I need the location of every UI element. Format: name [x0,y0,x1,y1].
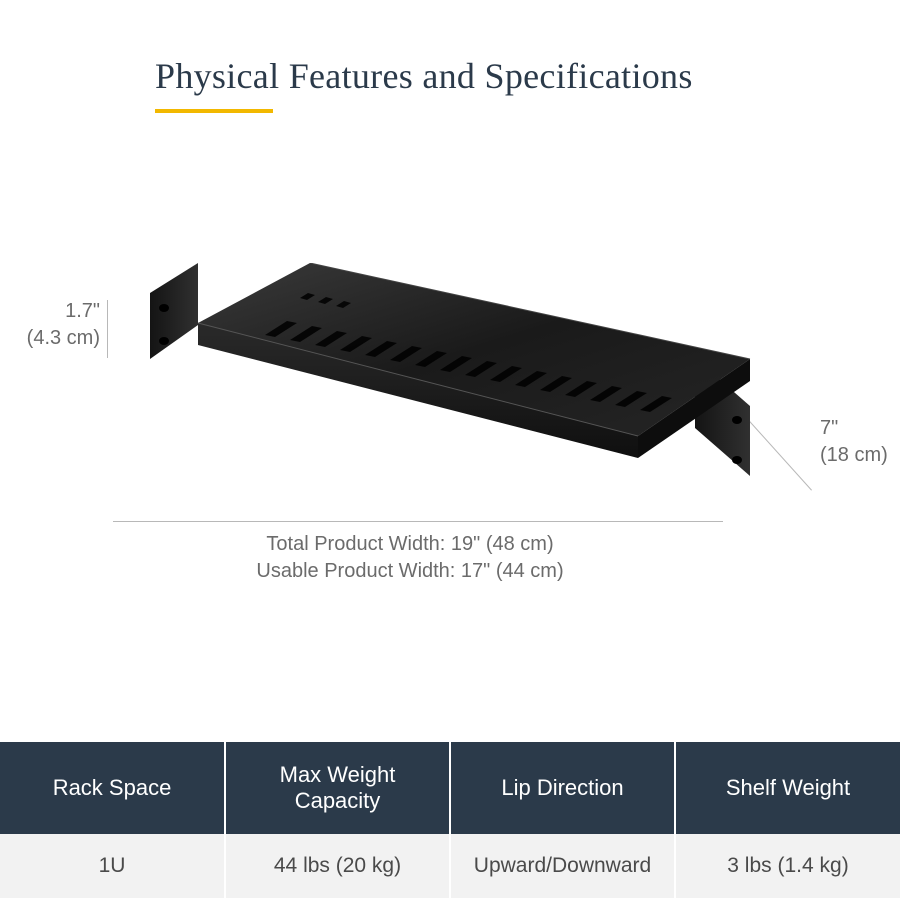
product-shelf-illustration [150,263,770,523]
cell-rackspace: 1U [0,834,225,899]
page-title: Physical Features and Specifications [155,55,900,97]
spec-table-container: Rack Space Max Weight Capacity Lip Direc… [0,742,900,900]
dim-width-total: Total Product Width: 19" (48 cm) [266,533,553,555]
dim-label-depth: 7" (18 cm) [820,415,900,469]
cell-maxweight: 44 lbs (20 kg) [225,834,450,899]
table-header-row: Rack Space Max Weight Capacity Lip Direc… [0,742,900,834]
cell-lipdirection: Upward/Downward [450,834,675,899]
dim-line-height [107,300,108,358]
dim-depth-in: 7" [820,417,838,439]
col-header-maxweight: Max Weight Capacity [225,742,450,834]
cell-shelfweight: 3 lbs (1.4 kg) [675,834,900,899]
product-diagram: 1.7" (4.3 cm) Total Product Width: 19" (… [0,113,900,713]
dim-height-in: 1.7" [65,300,100,322]
title-area: Physical Features and Specifications [0,0,900,113]
spec-table: Rack Space Max Weight Capacity Lip Direc… [0,742,900,900]
col-header-rackspace: Rack Space [0,742,225,834]
dim-label-width: Total Product Width: 19" (48 cm) Usable … [210,531,610,585]
dim-depth-cm: (18 cm) [820,444,888,466]
table-row: 1U 44 lbs (20 kg) Upward/Downward 3 lbs … [0,834,900,899]
dim-height-cm: (4.3 cm) [27,327,100,349]
col-header-shelfweight: Shelf Weight [675,742,900,834]
dim-width-usable: Usable Product Width: 17" (44 cm) [256,560,563,582]
dim-label-height: 1.7" (4.3 cm) [8,298,100,352]
col-header-lipdirection: Lip Direction [450,742,675,834]
